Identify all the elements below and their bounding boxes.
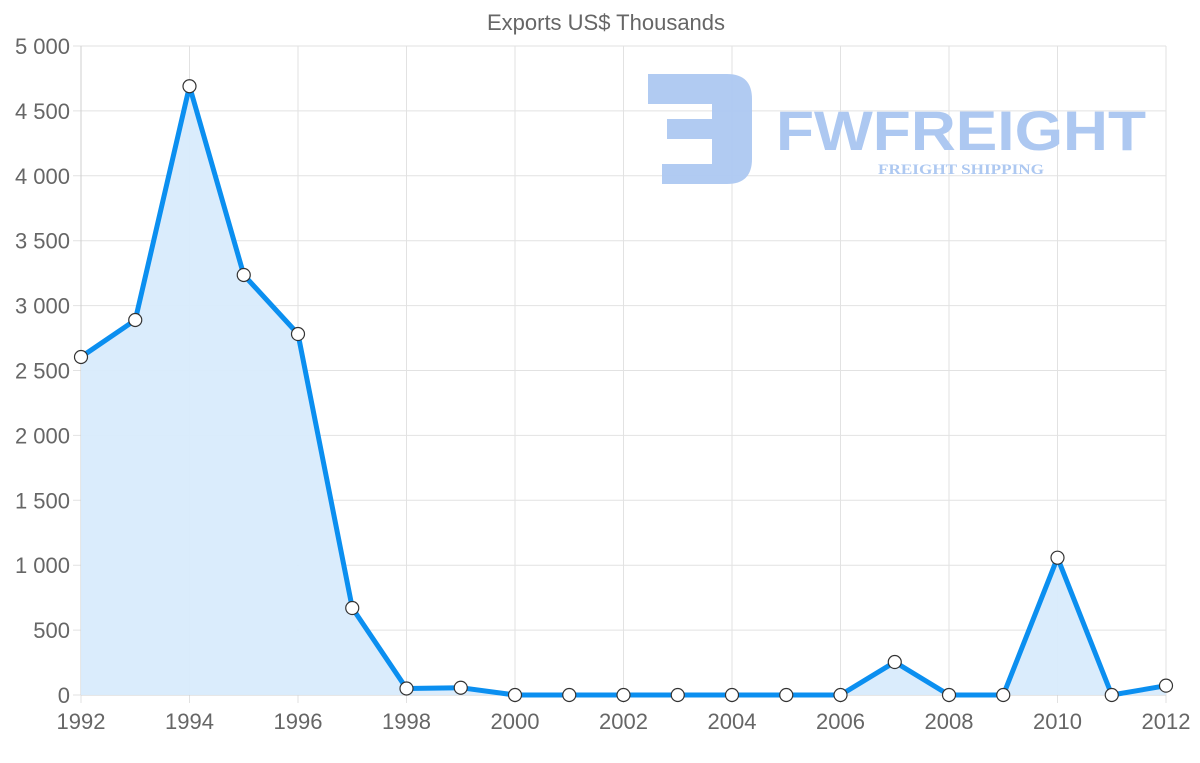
- data-point-marker[interactable]: 2009: 0: [996, 687, 1011, 703]
- data-point-marker[interactable]: 2011: 0: [1104, 687, 1119, 703]
- data-point-marker[interactable]: 2010: 1058: [1050, 550, 1065, 565]
- fwfreight-logo-mark-icon: [648, 74, 752, 184]
- data-point-marker[interactable]: 2012: 72: [1158, 678, 1174, 693]
- y-tick-label: 3 000: [15, 294, 70, 319]
- data-point-marker[interactable]: 2003: 0: [670, 687, 685, 703]
- data-point-marker[interactable]: 1992: 2604: [73, 349, 89, 365]
- data-point-marker[interactable]: 2000: 0: [507, 687, 523, 703]
- y-tick-label: 4 000: [15, 164, 70, 189]
- data-point-marker[interactable]: 1994: 4690: [182, 79, 197, 94]
- x-tick-label: 2000: [491, 709, 540, 734]
- x-tick-label: 2008: [925, 709, 974, 734]
- data-point-marker[interactable]: 1993: 2889: [128, 312, 143, 328]
- y-tick-label: 2 500: [15, 359, 70, 384]
- data-point-marker[interactable]: 2006: 0: [833, 687, 848, 703]
- chart-title: Exports US$ Thousands: [487, 10, 725, 35]
- x-tick-label: 1992: [57, 709, 106, 734]
- data-point-marker[interactable]: 2002: 0: [616, 687, 631, 703]
- x-tick-label: 1998: [382, 709, 431, 734]
- data-point-marker[interactable]: 2007: 254: [887, 654, 902, 670]
- data-point-marker[interactable]: 2004: 0: [724, 687, 740, 703]
- x-tick-label: 1996: [274, 709, 323, 734]
- y-tick-label: 5 000: [15, 34, 70, 59]
- data-point-marker[interactable]: 1995: 3236: [236, 267, 251, 283]
- y-tick-label: 1 000: [15, 553, 70, 578]
- area-fill-shape: [81, 86, 1166, 695]
- y-tick-label: 4 500: [15, 99, 70, 124]
- data-point-marker[interactable]: 2005: 0: [779, 687, 794, 703]
- x-tick-label: 2010: [1033, 709, 1082, 734]
- y-tick-label: 0: [58, 683, 70, 708]
- data-point-marker[interactable]: 1999: 56: [453, 680, 468, 695]
- x-tick-label: 2004: [708, 709, 757, 734]
- data-points: 1992: 2604 1993: 2889 1994: 4690 1995: 3236…: [73, 79, 1174, 703]
- x-tick-label: 1994: [165, 709, 214, 734]
- data-point-marker[interactable]: 2001: 0: [562, 687, 577, 703]
- data-point-marker[interactable]: 1998: 50: [399, 681, 414, 696]
- watermark-brand: FWFREIGHT: [776, 99, 1146, 162]
- x-tick-label: 2006: [816, 709, 865, 734]
- data-point-marker[interactable]: 2008: 0: [941, 687, 957, 703]
- y-tick-label: 500: [33, 618, 70, 643]
- y-axis-ticks: 0 500 1 000 1 500 2 000 2 500 3 000 3 500 4 000 4…: [15, 34, 70, 708]
- data-point-marker[interactable]: 1996: 2781: [290, 326, 306, 342]
- y-tick-label: 3 500: [15, 229, 70, 254]
- x-tick-label: 2012: [1142, 709, 1191, 734]
- y-tick-label: 2 000: [15, 423, 70, 448]
- data-point-marker[interactable]: 1997: 670: [345, 600, 360, 616]
- watermark-tagline: FREIGHT SHIPPING: [878, 162, 1044, 178]
- fwfreight-watermark-logo: FWFREIGHT FREIGHT SHIPPING: [648, 74, 1146, 184]
- area-fill: [81, 86, 1166, 695]
- x-tick-label: 2002: [599, 709, 648, 734]
- y-tick-label: 1 500: [15, 488, 70, 513]
- x-axis-ticks: 1992 1994 1996 1998 2000 2002 2004 2006 2008 2010…: [57, 709, 1191, 734]
